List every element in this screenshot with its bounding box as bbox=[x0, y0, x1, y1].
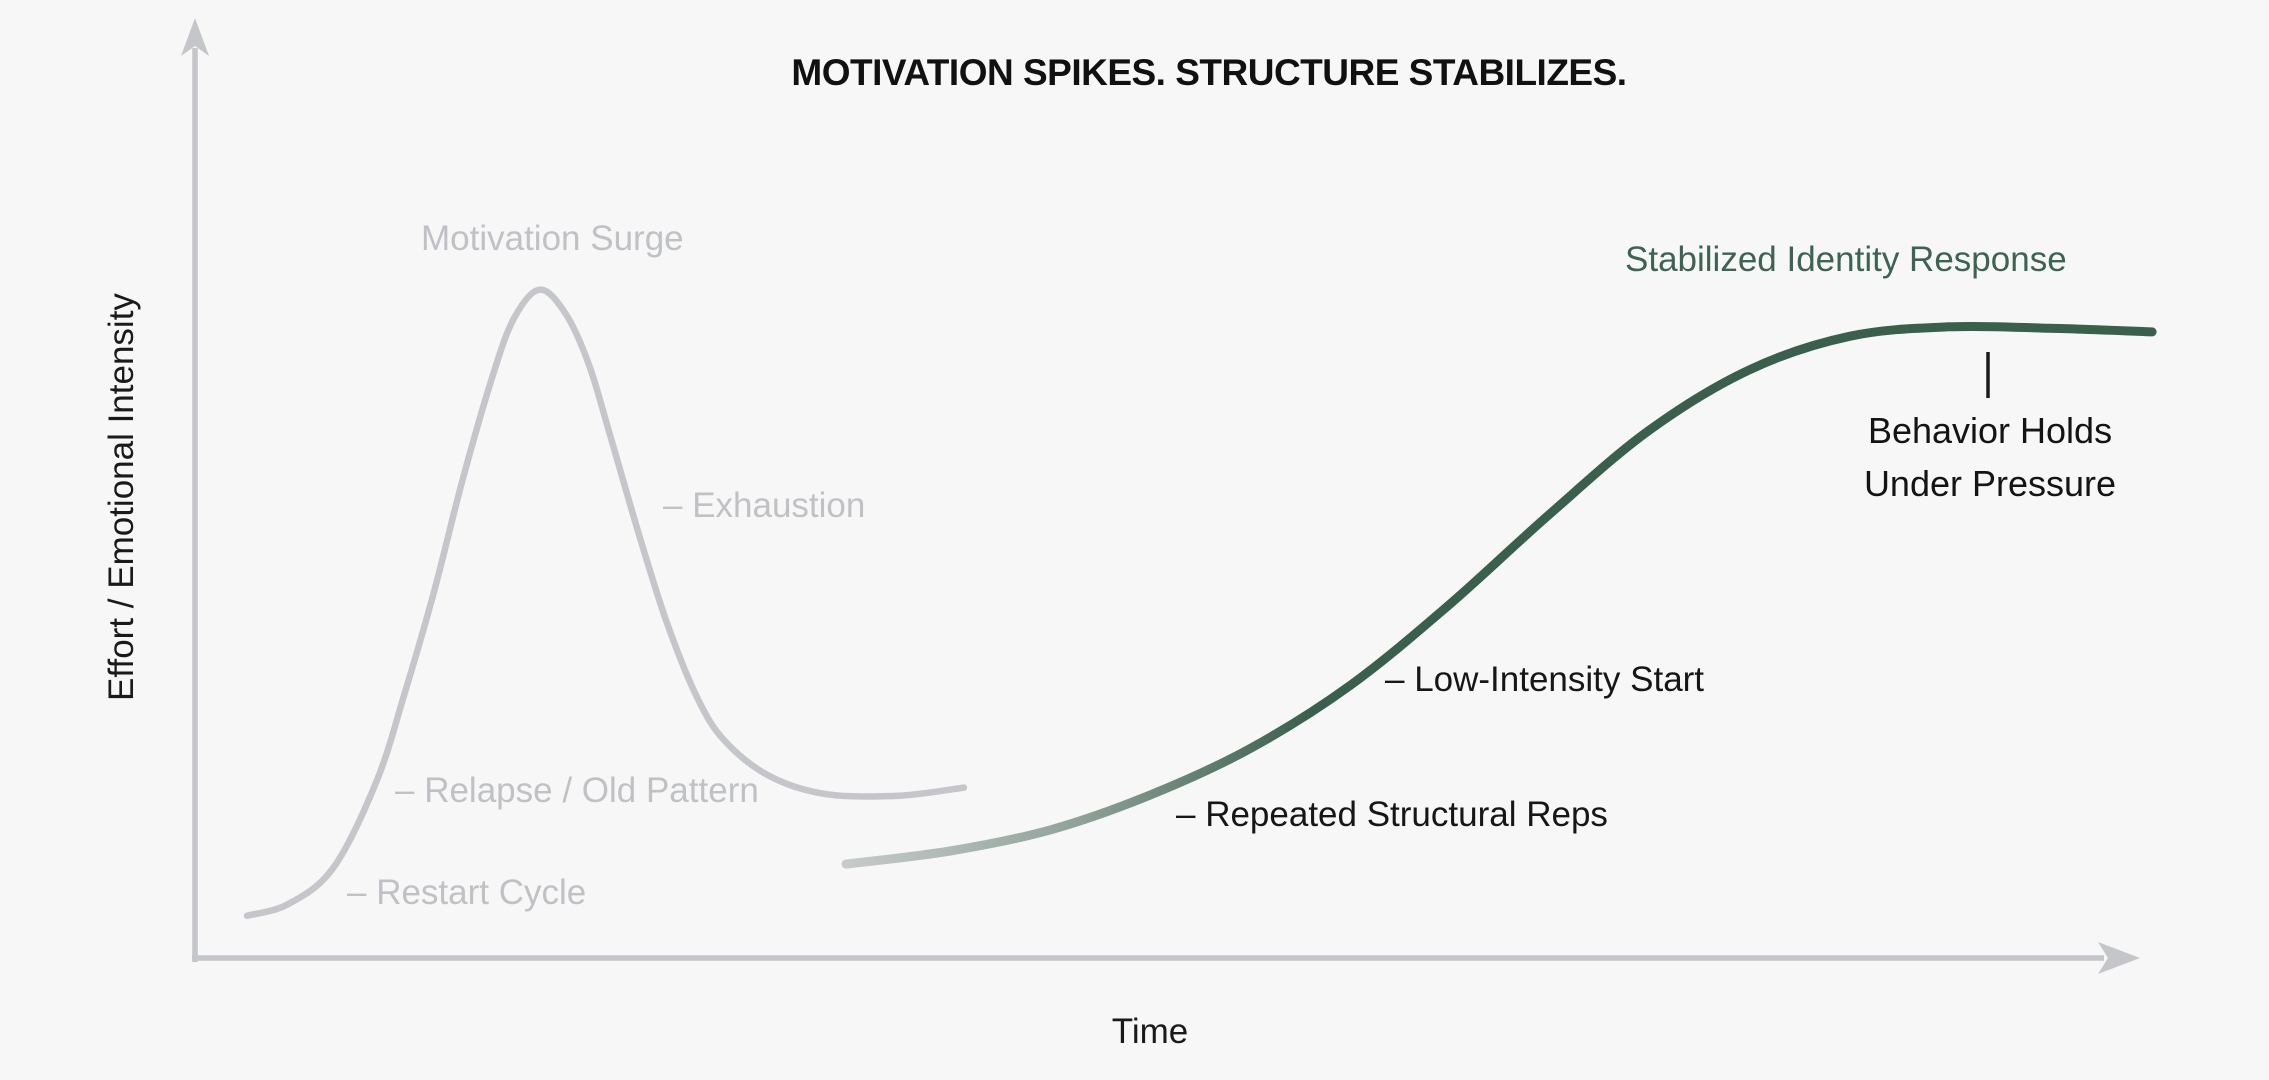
annotation-behavior-holds-under-pressure: Behavior Holds Under Pressure bbox=[1790, 404, 2190, 510]
annotation-stabilized-identity-response: Stabilized Identity Response bbox=[1625, 240, 2067, 279]
x-axis-label: Time bbox=[1111, 1012, 1189, 1051]
annotation-low-intensity-start: – Low-Intensity Start bbox=[1385, 660, 1705, 699]
annotation-restart-cycle: – Restart Cycle bbox=[347, 873, 587, 912]
y-axis-arrowhead-icon bbox=[181, 18, 209, 56]
annotation-exhaustion: – Exhaustion bbox=[663, 486, 866, 525]
chart-title: MOTIVATION SPIKES. STRUCTURE STABILIZES. bbox=[791, 52, 1627, 93]
x-axis-arrowhead-icon bbox=[2098, 942, 2140, 974]
y-axis-label: Effort / Emotional Intensity bbox=[102, 293, 141, 701]
annotation-behavior-line2: Under Pressure bbox=[1863, 463, 2117, 504]
motivation-spike-curve bbox=[243, 286, 968, 920]
annotation-repeated-structural-reps: – Repeated Structural Reps bbox=[1176, 795, 1608, 834]
annotation-relapse-old-pattern: – Relapse / Old Pattern bbox=[395, 771, 759, 810]
structure-sigmoid-curve bbox=[841, 321, 2157, 869]
annotation-behavior-line1: Behavior Holds bbox=[1867, 410, 2113, 451]
annotation-motivation-surge: Motivation Surge bbox=[421, 219, 684, 258]
